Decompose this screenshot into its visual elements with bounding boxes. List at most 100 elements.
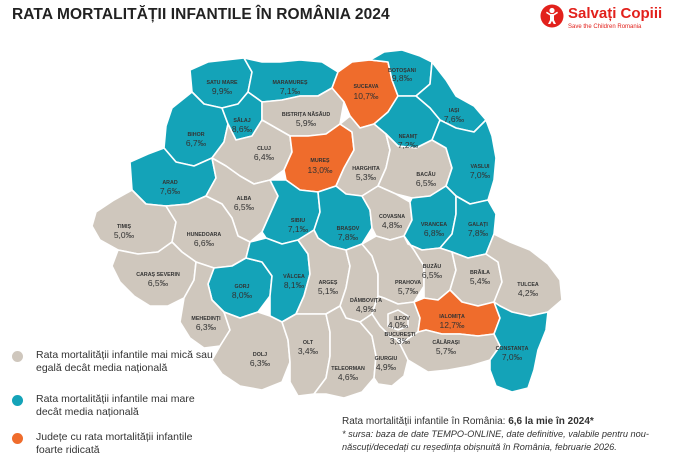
legend-label: Județe cu rata mortalității infantile fo…	[36, 431, 193, 456]
logo-tagline: Save the Children Romania	[568, 24, 642, 30]
salvati-copiii-logo[interactable]: Salvați Copiii Save the Children Romania	[540, 2, 690, 36]
county-teleorman[interactable]	[313, 305, 377, 399]
county-value: 7,6‰	[160, 186, 181, 196]
county-name: SĂLAJ	[233, 117, 250, 124]
county-name: HUNEDOARA	[187, 232, 222, 238]
county-name: ILFOV	[394, 316, 410, 322]
county-value: 4,6‰	[338, 372, 359, 382]
county-value: 6,4‰	[254, 152, 275, 162]
county-name: MUREȘ	[310, 158, 330, 164]
county-value: 5,4‰	[470, 276, 491, 286]
legend-swatch-gray	[12, 351, 23, 362]
county-name: BUZĂU	[423, 263, 442, 270]
county-value: 5,3‰	[356, 172, 377, 182]
county-value: 6,8‰	[424, 228, 445, 238]
county-value: 6,5‰	[422, 270, 443, 280]
county-value: 9,9‰	[212, 86, 233, 96]
legend-swatch-teal	[12, 395, 23, 406]
source-note: * sursa: baza de date TEMPO-ONLINE, date…	[342, 429, 649, 452]
county-value: 8,1‰	[284, 280, 305, 290]
county-value: 4,2‰	[518, 288, 539, 298]
county-value: 8,6‰	[232, 124, 253, 134]
county-name: BACĂU	[416, 171, 435, 178]
legend-label: Rata mortalității infantile mai mare dec…	[36, 393, 195, 418]
county-name: BISTRIȚA NĂSĂUD	[282, 111, 331, 118]
county-value: 7,8‰	[468, 228, 489, 238]
county-name: ARAD	[162, 180, 177, 186]
county-value: 3,4‰	[298, 346, 319, 356]
county-value: 3,3‰	[390, 336, 411, 346]
county-value: 5,7‰	[398, 286, 419, 296]
county-name: BRAȘOV	[337, 226, 360, 232]
county-value: 12,7‰	[439, 320, 465, 330]
footnote: Rata mortalității infantile în România: …	[342, 415, 682, 454]
county-name: IAȘI	[449, 108, 460, 114]
county-name: NEAMȚ	[399, 134, 419, 140]
county-value: 7,6‰	[444, 114, 465, 124]
county-name: TIMIȘ	[117, 224, 132, 230]
county-name: ARGEȘ	[319, 280, 338, 286]
county-value: 7,8‰	[338, 232, 359, 242]
county-name: TELEORMAN	[331, 366, 365, 372]
county-value: 6,3‰	[196, 322, 217, 332]
county-value: 4,9‰	[356, 304, 377, 314]
county-name: GIURGIU	[375, 356, 398, 362]
county-name: BUCUREȘTI	[385, 332, 416, 338]
county-name: VÂLCEA	[283, 273, 305, 280]
county-name: DOLJ	[253, 352, 267, 358]
county-name: COVASNA	[379, 214, 405, 220]
county-name: IALOMIȚA	[439, 314, 465, 320]
county-value: 7,1‰	[280, 86, 301, 96]
national-average-note: Rata mortalității infantile în România: …	[342, 416, 594, 427]
county-prahova[interactable]	[361, 235, 425, 305]
county-name: MARAMUREȘ	[272, 80, 307, 86]
county-name: SIBIU	[291, 218, 305, 224]
county-name: SUCEAVA	[353, 84, 378, 90]
county-value: 4,0‰	[388, 320, 409, 330]
county-value: 8,0‰	[232, 290, 253, 300]
county-value: 6,5‰	[416, 178, 437, 188]
county-name: CONSTANȚA	[496, 346, 529, 352]
county-name: CLUJ	[257, 146, 271, 152]
county-labels: SATU MARE 9,9‰ MARAMUREȘ 7,1‰ SUCEAVA 10…	[114, 68, 539, 382]
county-name: CĂLĂRAȘI	[432, 339, 460, 346]
county-value: 7,0‰	[502, 352, 523, 362]
county-bucuresti[interactable]	[387, 309, 409, 331]
logo-name: Salvați Copiii	[568, 5, 663, 22]
county-name: GORJ	[234, 284, 249, 290]
county-value: 9,8‰	[392, 73, 413, 83]
county-value: 6,5‰	[234, 202, 255, 212]
county-value: 6,7‰	[186, 138, 207, 148]
county-name: SATU MARE	[206, 80, 238, 86]
legend-swatch-orange	[12, 433, 23, 444]
map-title: RATA MORTALITĂȚII INFANTILE ÎN ROMÂNIA 2…	[12, 6, 390, 23]
county-name: TULCEA	[517, 282, 539, 288]
county-name: CARAȘ SEVERIN	[136, 272, 180, 278]
county-value: 13,0‰	[307, 165, 333, 175]
county-value: 4,9‰	[376, 362, 397, 372]
county-name: GALAȚI	[468, 222, 488, 228]
county-value: 4,8‰	[382, 220, 403, 230]
county-value: 7,1‰	[288, 224, 309, 234]
county-name: BOTOȘANI	[388, 68, 416, 74]
county-name: BIHOR	[187, 132, 204, 138]
national-average-value: 6,6 la mie în 2024*	[508, 416, 594, 427]
county-name: VRANCEA	[421, 222, 447, 228]
county-name: MEHEDINȚI	[191, 316, 221, 322]
child-figure-icon	[540, 4, 564, 28]
legend-label: Rata mortalității infantile mai mică sau…	[36, 349, 213, 374]
county-value: 7,0‰	[470, 170, 491, 180]
county-value: 6,3‰	[250, 358, 271, 368]
county-name: OLT	[303, 340, 314, 346]
county-value: 5,1‰	[318, 286, 339, 296]
county-constanta[interactable]	[489, 301, 549, 393]
county-name: PRAHOVA	[395, 280, 421, 286]
county-value: 10,7‰	[353, 91, 379, 101]
county-value: 5,7‰	[436, 346, 457, 356]
county-value: 6,6‰	[194, 238, 215, 248]
county-value: 7,2‰	[398, 140, 419, 150]
county-value: 6,5‰	[148, 278, 169, 288]
county-name: VASLUI	[470, 164, 490, 170]
county-name: ALBA	[237, 196, 252, 202]
